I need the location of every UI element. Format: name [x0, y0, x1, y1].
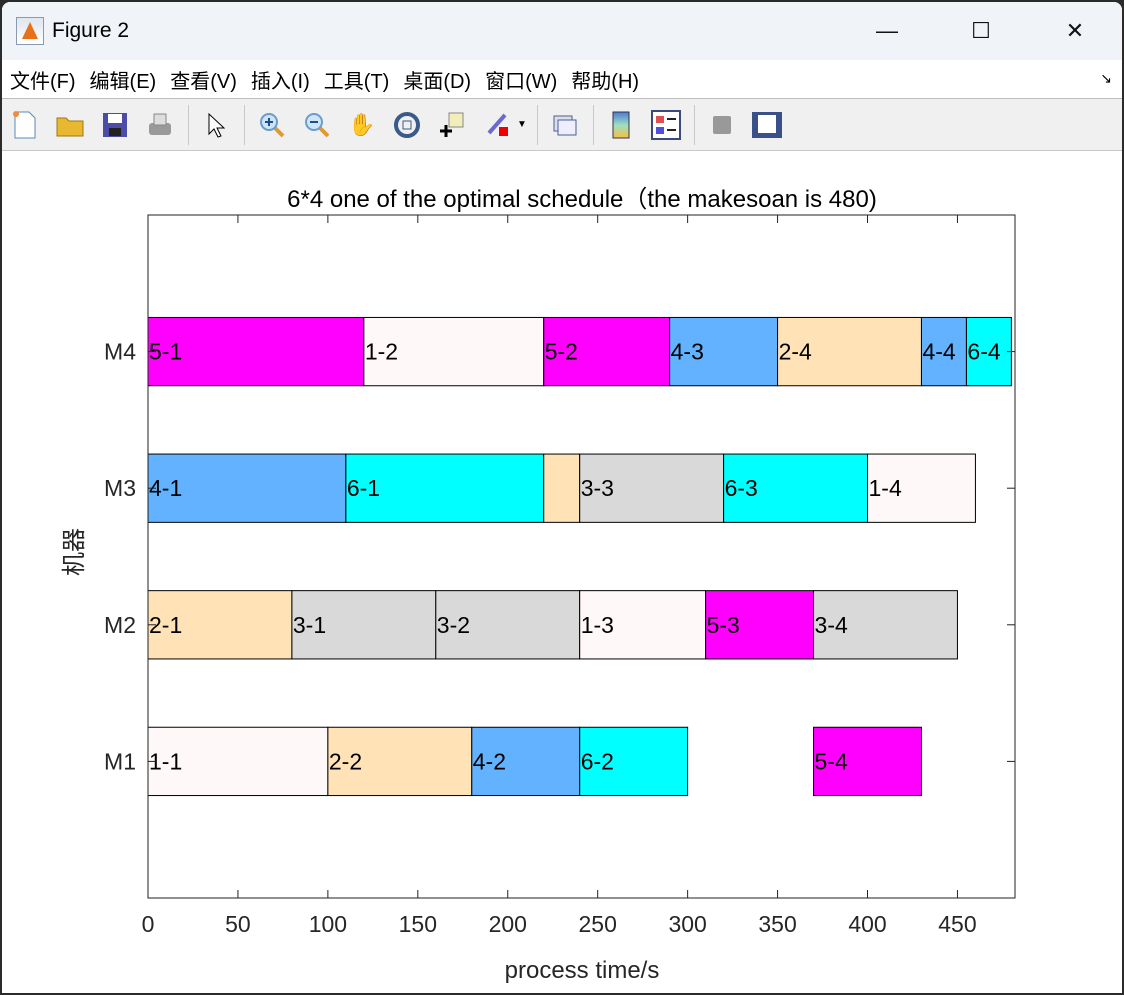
task-bar: [345, 453, 545, 523]
data-cursor-icon[interactable]: [435, 108, 469, 142]
maximize-button[interactable]: ☐: [971, 18, 991, 43]
menu-bar: 文件(F) 编辑(E) 查看(V) 插入(I) 工具(T) 桌面(D) 窗口(W…: [2, 60, 1122, 99]
minimize-button[interactable]: —: [876, 18, 898, 43]
chart-title: 6*4 one of the optimal schedule（the make…: [287, 186, 877, 213]
task-label: 1-2: [365, 339, 398, 365]
task-bar: [579, 726, 689, 797]
x-axis-label: process time/s: [505, 957, 660, 984]
task-bar: [813, 726, 922, 797]
brush-icon[interactable]: [480, 108, 514, 142]
dock-arrow-icon[interactable]: ↘: [1100, 70, 1112, 86]
task-bar: [705, 590, 815, 660]
zoom-in-icon[interactable]: [255, 108, 289, 142]
figure-canvas: 6*4 one of the optimal schedule（the make…: [2, 152, 1122, 993]
toolbar: ✋ ▼: [2, 99, 1122, 151]
task-label: 6-3: [725, 475, 758, 501]
menu-tools[interactable]: 工具(T): [323, 70, 390, 93]
task-label: 3-3: [581, 475, 614, 501]
task-bar: [147, 590, 293, 660]
task-bar: [147, 726, 329, 797]
zoom-out-icon[interactable]: [300, 108, 334, 142]
task-bar: [327, 726, 473, 797]
task-bar: [723, 453, 869, 523]
matlab-icon: [16, 17, 44, 45]
task-label: 5-3: [707, 612, 740, 638]
task-label: 5-2: [545, 339, 578, 365]
window-title: Figure 2: [52, 19, 130, 42]
task-bar: [579, 590, 707, 660]
x-tick-label: 350: [758, 911, 796, 937]
y-tick-label: M1: [104, 748, 136, 774]
task-label: 2-2: [329, 748, 362, 774]
axes-box: [147, 214, 1016, 899]
task-label: 3-4: [815, 612, 848, 638]
x-tick-label: 450: [938, 911, 976, 937]
task-label: 4-2: [473, 748, 506, 774]
task-label: 6-1: [347, 475, 380, 501]
legend-icon[interactable]: [649, 108, 683, 142]
title-bar: Figure 2 — ☐ ✕: [2, 2, 1122, 60]
link-plot-icon[interactable]: [548, 108, 582, 142]
menu-help[interactable]: 帮助(H): [571, 70, 640, 93]
task-label: 5-4: [815, 748, 848, 774]
task-label: 3-2: [437, 612, 470, 638]
task-bar: [813, 590, 958, 660]
task-label: 2-4: [779, 339, 812, 365]
x-tick-label: 100: [309, 911, 347, 937]
gantt-chart: 6*4 one of the optimal schedule（the make…: [61, 186, 1016, 984]
task-bar: [867, 453, 976, 523]
x-tick-label: 300: [668, 911, 706, 937]
menu-desktop[interactable]: 桌面(D): [403, 70, 472, 93]
x-tick-label: 50: [225, 911, 251, 937]
task-bar: [920, 316, 967, 387]
task-bar: [777, 316, 922, 387]
y-axis-label: 机器: [61, 528, 88, 576]
menu-file[interactable]: 文件(F): [10, 70, 76, 93]
menu-view[interactable]: 查看(V): [170, 70, 237, 93]
task-label: 4-4: [922, 339, 955, 365]
menu-insert[interactable]: 插入(I): [250, 70, 310, 93]
task-label: 1-3: [581, 612, 614, 638]
task-bar: [435, 590, 581, 660]
menu-window[interactable]: 窗口(W): [485, 70, 558, 93]
x-tick-label: 200: [489, 911, 527, 937]
close-button[interactable]: ✕: [1065, 18, 1085, 43]
menu-edit[interactable]: 编辑(E): [89, 70, 157, 93]
open-folder-icon[interactable]: [53, 108, 87, 142]
x-tick-label: 400: [848, 911, 886, 937]
y-tick-label: M3: [104, 475, 136, 501]
pointer-icon[interactable]: [199, 108, 233, 142]
colorbar-icon[interactable]: [604, 108, 638, 142]
rotate-3d-icon[interactable]: [390, 108, 424, 142]
task-bar: [471, 726, 581, 797]
hide-plot-tools-icon[interactable]: [705, 108, 739, 142]
x-tick-label: 150: [399, 911, 437, 937]
task-label: 6-4: [967, 339, 1000, 365]
x-tick-label: 0: [142, 911, 155, 937]
pan-hand-icon[interactable]: ✋: [348, 111, 376, 137]
brush-dropdown-icon[interactable]: ▼: [517, 119, 527, 130]
show-plot-tools-icon[interactable]: [750, 108, 784, 142]
new-file-icon[interactable]: [8, 108, 42, 142]
y-tick-label: M4: [104, 339, 136, 365]
task-label: 4-3: [671, 339, 704, 365]
task-bar: [543, 453, 581, 523]
y-tick-label: M2: [104, 612, 136, 638]
task-label: 6-2: [581, 748, 614, 774]
task-label: 1-4: [869, 475, 902, 501]
task-label: 3-1: [293, 612, 326, 638]
task-bar: [291, 590, 437, 660]
x-tick-label: 250: [579, 911, 617, 937]
task-bar: [669, 316, 779, 387]
task-bar: [543, 316, 671, 387]
save-icon[interactable]: [98, 108, 132, 142]
print-icon[interactable]: [143, 108, 177, 142]
